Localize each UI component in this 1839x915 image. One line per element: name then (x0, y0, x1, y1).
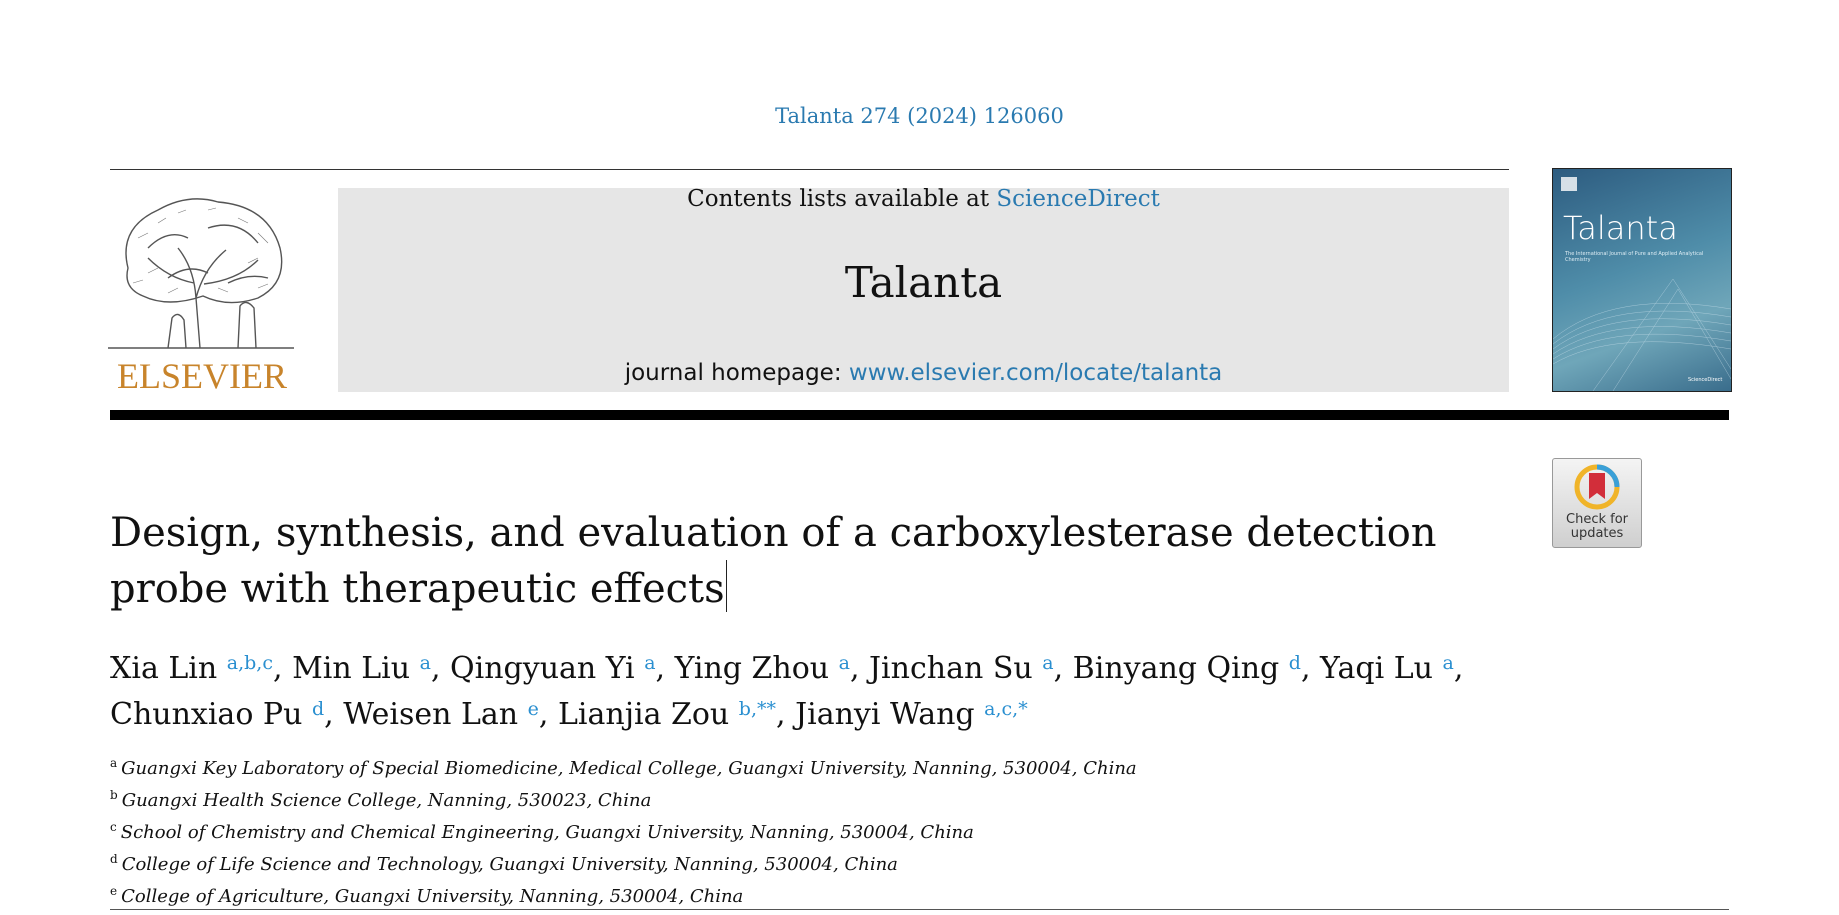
affiliation-item: a Guangxi Key Laboratory of Special Biome… (110, 750, 1410, 782)
author-affiliation-marker[interactable]: b,** (738, 698, 776, 720)
affiliation-text: Guangxi Health Science College, Nanning,… (121, 790, 652, 811)
author-name[interactable]: Min Liu (292, 651, 411, 686)
contents-availability-line: Contents lists available at ScienceDirec… (338, 186, 1509, 212)
author-separator: , (1300, 651, 1321, 686)
author-separator: , (538, 697, 558, 732)
author-affiliation-marker[interactable]: a,b,c (226, 652, 273, 674)
author-affiliation-marker[interactable]: e (527, 698, 539, 720)
affiliation-item: e College of Agriculture, Guangxi Univers… (110, 878, 1410, 910)
header-bottom-rule (110, 909, 1729, 910)
author-affiliation-marker[interactable]: a (1042, 652, 1054, 674)
header-top-rule (110, 169, 1509, 170)
author-affiliation-marker[interactable]: a (838, 652, 850, 674)
affiliation-list: a Guangxi Key Laboratory of Special Biome… (110, 750, 1410, 910)
author-name[interactable]: Chunxiao Pu (110, 697, 303, 732)
author-name[interactable]: Lianjia Zou (557, 697, 730, 732)
author-name[interactable]: Jianyi Wang (795, 697, 975, 732)
contents-prefix: Contents lists available at (687, 186, 997, 212)
author-list: Xia Lin a,b,c, Min Liu a, Qingyuan Yi a,… (110, 643, 1530, 735)
author-name[interactable]: Qingyuan Yi (450, 651, 635, 686)
author-name[interactable]: Binyang Qing (1072, 651, 1280, 686)
crossmark-icon (1574, 464, 1620, 510)
journal-citation-link[interactable]: Talanta 274 (2024) 126060 (775, 104, 1064, 128)
author-separator: , (776, 697, 796, 732)
affiliation-item: d College of Life Science and Technology,… (110, 846, 1410, 878)
author-separator: , (430, 651, 451, 686)
affiliation-item: c School of Chemistry and Chemical Engine… (110, 814, 1410, 846)
homepage-prefix: journal homepage: (624, 360, 849, 386)
author-affiliation-marker[interactable]: a,c,* (984, 698, 1028, 720)
header-thick-rule (110, 410, 1729, 420)
author-separator: , (655, 651, 675, 686)
author-separator: , (272, 651, 293, 686)
author-affiliation-marker[interactable]: a (419, 652, 431, 674)
elsevier-wordmark: ELSEVIER (117, 356, 287, 396)
cover-subtitle: The International Journal of Pure and Ap… (1565, 251, 1704, 263)
author-name[interactable]: Ying Zhou (674, 651, 830, 686)
author-affiliation-marker[interactable]: d (1288, 652, 1301, 674)
author-name[interactable]: Xia Lin (110, 651, 218, 686)
sciencedirect-link[interactable]: ScienceDirect (996, 186, 1160, 212)
cover-pattern (1553, 177, 1731, 391)
affiliation-key: a (110, 756, 118, 770)
journal-cover-image[interactable]: Talanta The International Journal of Pur… (1552, 168, 1732, 392)
affiliation-text: School of Chemistry and Chemical Enginee… (120, 822, 974, 843)
article-title-text: Design, synthesis, and evaluation of a c… (110, 510, 1437, 612)
cover-title: Talanta (1563, 209, 1678, 247)
affiliation-key: d (110, 852, 118, 866)
check-for-updates-button[interactable]: Check for updates (1552, 458, 1642, 548)
affiliation-key: e (110, 884, 118, 898)
author-affiliation-marker[interactable]: a (1442, 652, 1454, 674)
affiliation-item: b Guangxi Health Science College, Nanning… (110, 782, 1410, 814)
author-separator: , (324, 697, 344, 732)
affiliation-text: Guangxi Key Laboratory of Special Biomed… (121, 758, 1137, 779)
author-separator: , (1053, 651, 1073, 686)
homepage-link[interactable]: www.elsevier.com/locate/talanta (848, 360, 1223, 386)
text-cursor (725, 560, 727, 612)
journal-banner (338, 188, 1509, 392)
author-affiliation-marker[interactable]: d (311, 698, 325, 720)
affiliation-key: b (110, 788, 118, 802)
cover-footer: ScienceDirect (1688, 377, 1723, 383)
check-for-updates-label: Check for updates (1566, 512, 1628, 541)
affiliation-text: College of Life Science and Technology, … (121, 854, 898, 875)
author-affiliation-marker[interactable]: a (644, 652, 656, 674)
article-title: Design, synthesis, and evaluation of a c… (110, 506, 1510, 616)
journal-name: Talanta (844, 258, 1003, 307)
affiliation-text: College of Agriculture, Guangxi Universi… (121, 886, 744, 907)
affiliation-key: c (110, 820, 117, 834)
author-name[interactable]: Weisen Lan (343, 697, 519, 732)
author-separator: , (849, 651, 870, 686)
elsevier-tree-logo[interactable] (108, 188, 294, 394)
author-separator: , (1453, 651, 1464, 686)
journal-homepage-line: journal homepage: www.elsevier.com/locat… (338, 360, 1509, 386)
author-name[interactable]: Jinchan Su (869, 651, 1033, 686)
author-name[interactable]: Yaqi Lu (1320, 651, 1433, 686)
